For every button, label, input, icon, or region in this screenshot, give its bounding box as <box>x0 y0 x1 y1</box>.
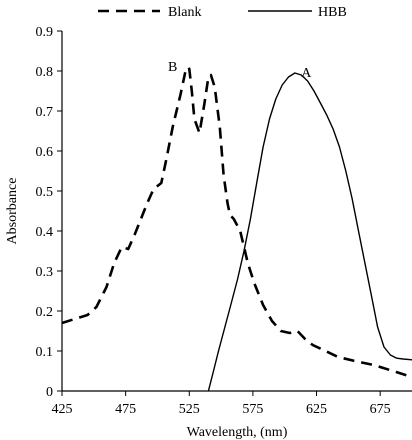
x-ticks: 425 475 525 575 625 675 <box>52 391 391 417</box>
x-axis-title: Wavelength, (nm) <box>187 425 288 440</box>
y-tick-label: 0.5 <box>36 185 54 200</box>
y-ticks: 0 0.1 0.2 0.3 0.4 0.5 0.6 0.7 0.8 0.9 <box>36 25 62 400</box>
legend: Blank HBB <box>98 5 347 20</box>
y-tick-label: 0.9 <box>36 25 54 40</box>
legend-label-blank: Blank <box>168 5 201 20</box>
y-tick-label: 0.2 <box>36 305 54 320</box>
x-tick-label: 425 <box>52 402 73 417</box>
x-tick-label: 575 <box>242 402 263 417</box>
axes <box>61 31 412 392</box>
x-tick-label: 675 <box>370 402 391 417</box>
y-tick-label: 0.7 <box>36 105 54 120</box>
x-tick-label: 625 <box>306 402 327 417</box>
curve-label-b: B <box>168 60 177 75</box>
x-tick-label: 525 <box>179 402 200 417</box>
legend-label-hbb: HBB <box>318 5 347 20</box>
curve-label-a: A <box>301 66 312 81</box>
y-tick-label: 0.1 <box>36 345 54 360</box>
y-tick-label: 0.8 <box>36 65 54 80</box>
y-tick-label: 0.4 <box>36 225 54 240</box>
series-line-hbb <box>207 72 412 392</box>
y-axis-title: Absorbance <box>5 178 20 245</box>
y-tick-label: 0 <box>46 385 53 400</box>
y-tick-label: 0.3 <box>36 265 54 280</box>
series-layer <box>61 65 412 392</box>
y-tick-label: 0.6 <box>36 145 54 160</box>
series-line-blank <box>61 65 412 379</box>
x-tick-label: 475 <box>115 402 136 417</box>
